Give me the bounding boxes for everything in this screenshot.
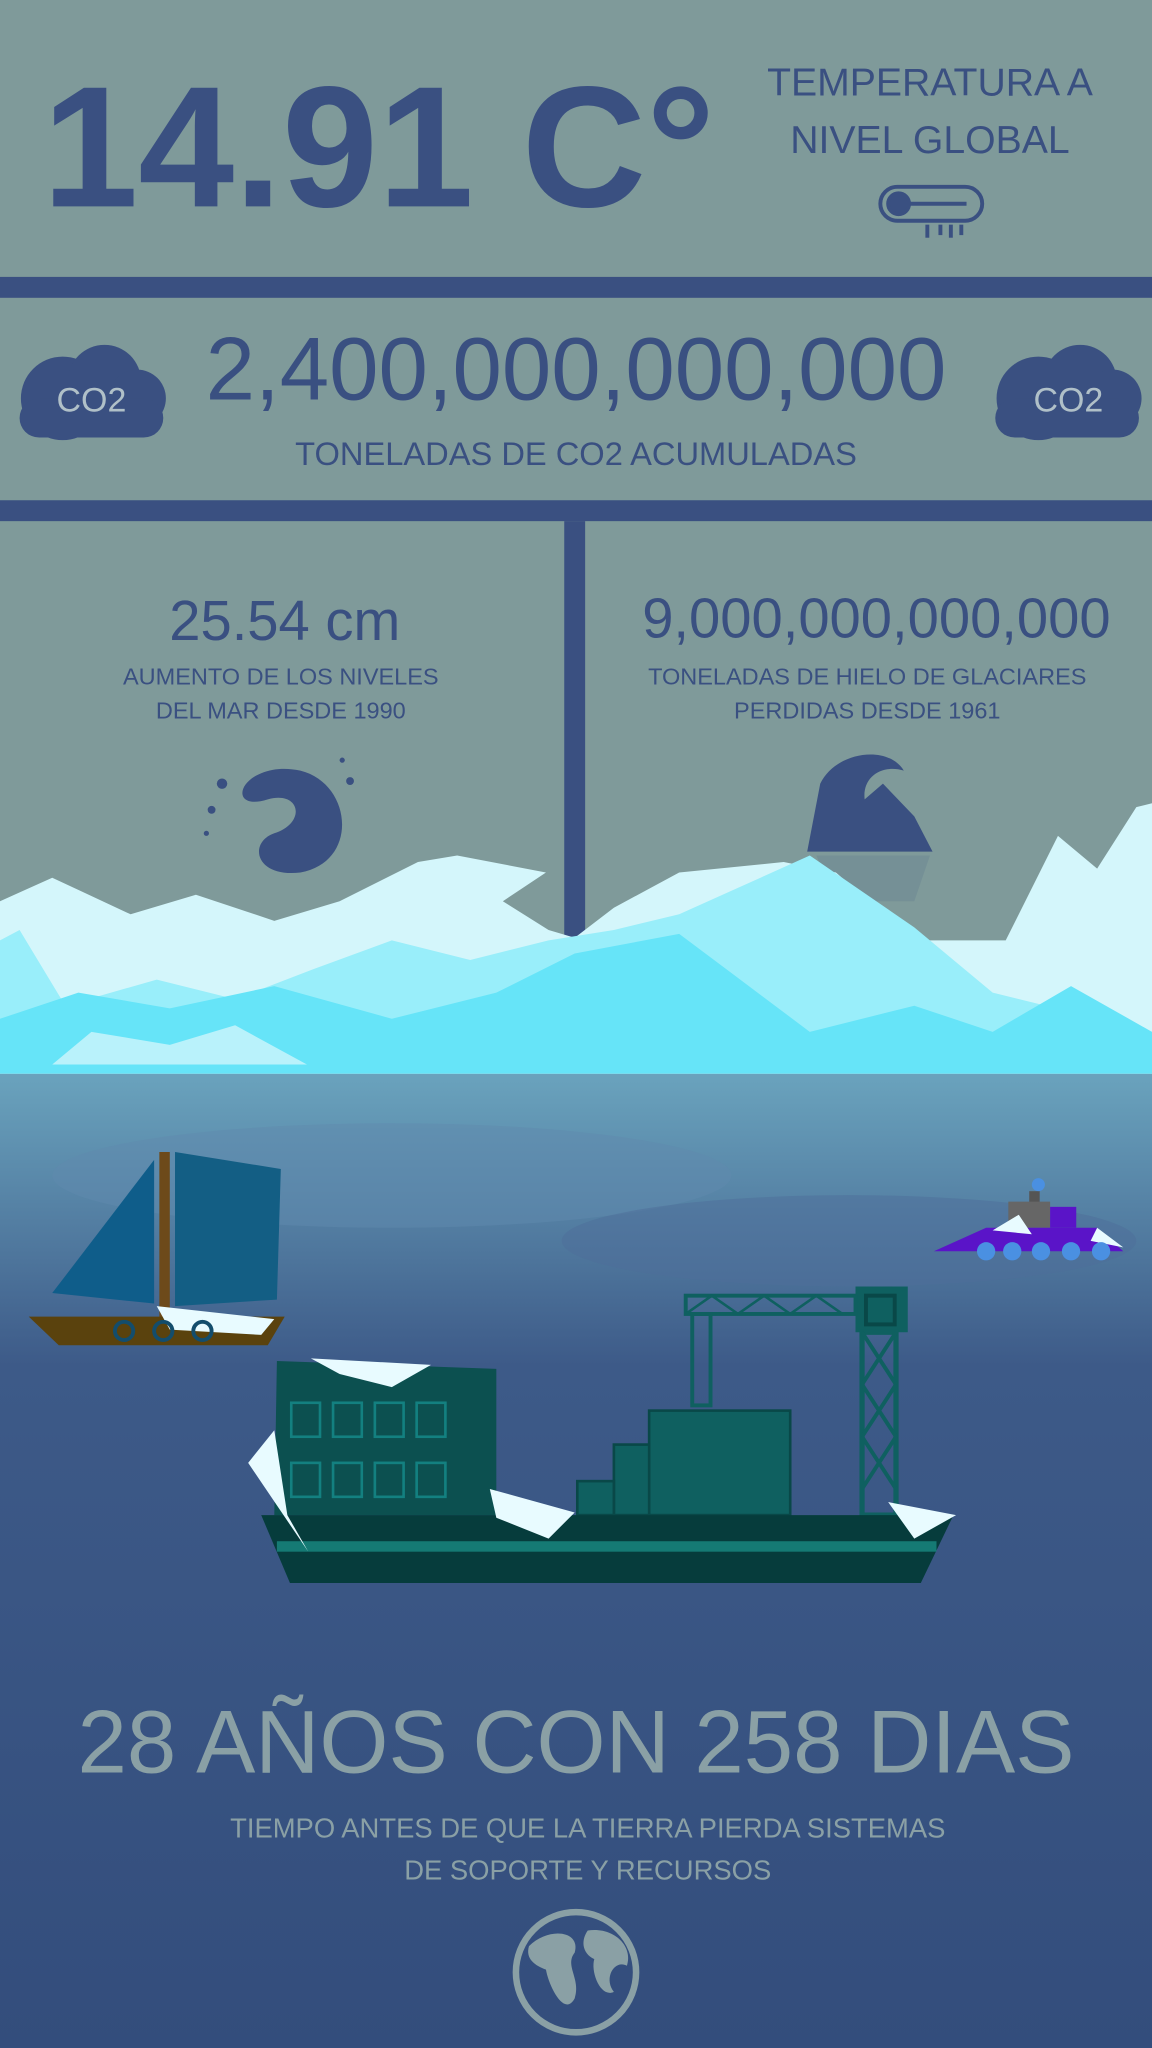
co2-value: 2,400,000,000,000 <box>206 320 947 419</box>
wave-icon <box>203 757 354 874</box>
divider <box>0 500 1152 522</box>
countdown-value: 28 AÑOS CON 258 DIAS <box>78 1692 1075 1791</box>
divider <box>0 276 1152 298</box>
cloud-icon <box>19 344 166 441</box>
globe-icon <box>512 1908 640 2036</box>
sailboat <box>28 1152 285 1346</box>
thermometer-icon <box>878 184 985 238</box>
temperature-label: TEMPERATURA A <box>767 61 1094 104</box>
countdown-label: TIEMPO ANTES DE QUE LA TIERRA PIERDA SIS… <box>230 1813 945 1844</box>
small-ship <box>933 1178 1124 1261</box>
temperature-label: NIVEL GLOBAL <box>790 119 1069 162</box>
sea-level-label: DEL MAR DESDE 1990 <box>156 697 406 723</box>
sea-level-value: 25.54 cm <box>169 589 400 652</box>
sea-shade <box>561 1195 1137 1287</box>
glaciers-value: 9,000,000,000,000 <box>642 586 1110 649</box>
temperature-value: 14.91 C° <box>42 50 715 243</box>
glaciers-label: TONELADAS DE HIELO DE GLACIARES <box>648 663 1086 689</box>
glaciers-label: PERDIDAS DESDE 1961 <box>734 697 1000 723</box>
divider <box>564 521 586 940</box>
co2-label: TONELADAS DE CO2 ACUMULADAS <box>295 435 857 472</box>
cloud-icon <box>995 344 1142 441</box>
sea-level-label: AUMENTO DE LOS NIVELES <box>123 663 439 689</box>
ice-mountains <box>0 803 1152 1074</box>
cloud-label: CO2 <box>57 381 127 419</box>
cargo-ship <box>248 1286 957 1584</box>
countdown-label: DE SOPORTE Y RECURSOS <box>404 1855 771 1886</box>
cloud-label: CO2 <box>1034 381 1104 419</box>
